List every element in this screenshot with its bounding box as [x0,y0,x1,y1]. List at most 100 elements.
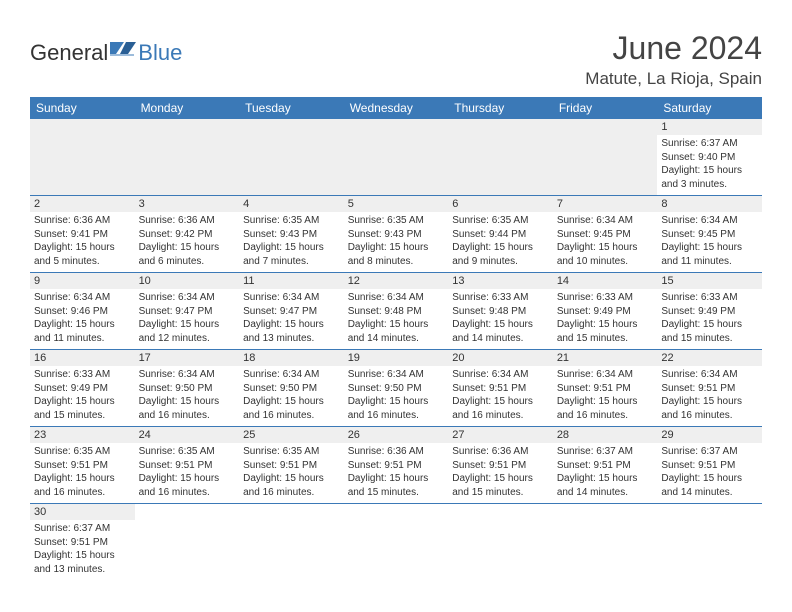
day-daylight: Daylight: 15 hours and 13 minutes. [243,318,340,345]
day-number: 26 [344,427,449,443]
day-daylight: Daylight: 15 hours and 7 minutes. [243,241,340,268]
day-sunrise: Sunrise: 6:34 AM [661,214,758,228]
day-sunrise: Sunrise: 6:33 AM [661,291,758,305]
day-sunrise: Sunrise: 6:36 AM [348,445,445,459]
day-daylight: Daylight: 15 hours and 14 minutes. [348,318,445,345]
weekday-header: Thursday [448,97,553,119]
day-daylight: Daylight: 15 hours and 14 minutes. [557,472,654,499]
day-sunset: Sunset: 9:51 PM [557,459,654,473]
day-number: 27 [448,427,553,443]
day-sunset: Sunset: 9:49 PM [661,305,758,319]
day-daylight: Daylight: 15 hours and 15 minutes. [452,472,549,499]
day-sunset: Sunset: 9:50 PM [139,382,236,396]
calendar-cell [135,119,240,196]
day-daylight: Daylight: 15 hours and 8 minutes. [348,241,445,268]
day-sunset: Sunset: 9:48 PM [452,305,549,319]
day-sunset: Sunset: 9:47 PM [139,305,236,319]
day-sunrise: Sunrise: 6:37 AM [557,445,654,459]
calendar-cell [30,119,135,196]
day-daylight: Daylight: 15 hours and 5 minutes. [34,241,131,268]
logo-text-general: General [30,40,108,66]
day-sunrise: Sunrise: 6:35 AM [452,214,549,228]
day-daylight: Daylight: 15 hours and 16 minutes. [348,395,445,422]
calendar-row: 23Sunrise: 6:35 AMSunset: 9:51 PMDayligh… [30,427,762,504]
day-sunrise: Sunrise: 6:34 AM [139,291,236,305]
day-number: 15 [657,273,762,289]
day-daylight: Daylight: 15 hours and 15 minutes. [557,318,654,345]
day-number: 1 [657,119,762,135]
weekday-header: Saturday [657,97,762,119]
day-number: 3 [135,196,240,212]
calendar-cell: 25Sunrise: 6:35 AMSunset: 9:51 PMDayligh… [239,427,344,504]
day-daylight: Daylight: 15 hours and 16 minutes. [452,395,549,422]
flag-icon [110,38,136,61]
day-daylight: Daylight: 15 hours and 16 minutes. [34,472,131,499]
calendar-cell: 7Sunrise: 6:34 AMSunset: 9:45 PMDaylight… [553,196,658,273]
month-title: June 2024 [585,30,762,67]
calendar-cell: 4Sunrise: 6:35 AMSunset: 9:43 PMDaylight… [239,196,344,273]
day-daylight: Daylight: 15 hours and 15 minutes. [348,472,445,499]
calendar-cell: 17Sunrise: 6:34 AMSunset: 9:50 PMDayligh… [135,350,240,427]
day-number: 6 [448,196,553,212]
header: General Blue June 2024 Matute, La Rioja,… [0,0,792,97]
day-sunrise: Sunrise: 6:34 AM [661,368,758,382]
day-sunrise: Sunrise: 6:34 AM [34,291,131,305]
day-number: 8 [657,196,762,212]
day-number: 7 [553,196,658,212]
day-sunrise: Sunrise: 6:34 AM [243,291,340,305]
calendar-cell: 9Sunrise: 6:34 AMSunset: 9:46 PMDaylight… [30,273,135,350]
calendar-cell: 10Sunrise: 6:34 AMSunset: 9:47 PMDayligh… [135,273,240,350]
day-sunrise: Sunrise: 6:36 AM [452,445,549,459]
weekday-header: Monday [135,97,240,119]
day-number: 24 [135,427,240,443]
day-number: 12 [344,273,449,289]
day-sunset: Sunset: 9:51 PM [661,459,758,473]
calendar-cell [239,119,344,196]
calendar-cell: 2Sunrise: 6:36 AMSunset: 9:41 PMDaylight… [30,196,135,273]
day-sunrise: Sunrise: 6:34 AM [243,368,340,382]
day-sunrise: Sunrise: 6:37 AM [661,445,758,459]
calendar-cell: 27 Sunrise: 6:36 AMSunset: 9:51 PMDayligh… [448,427,553,504]
weekday-header-row: Sunday Monday Tuesday Wednesday Thursday… [30,97,762,119]
calendar-cell [239,504,344,581]
calendar-cell: 8Sunrise: 6:34 AMSunset: 9:45 PMDaylight… [657,196,762,273]
day-sunset: Sunset: 9:46 PM [34,305,131,319]
day-number: 19 [344,350,449,366]
day-number: 13 [448,273,553,289]
calendar-cell: 26 Sunrise: 6:36 AMSunset: 9:51 PMDayligh… [344,427,449,504]
day-sunset: Sunset: 9:42 PM [139,228,236,242]
day-number: 2 [30,196,135,212]
day-daylight: Daylight: 15 hours and 14 minutes. [661,472,758,499]
calendar-cell [344,504,449,581]
day-number: 20 [448,350,553,366]
calendar-cell: 28Sunrise: 6:37 AMSunset: 9:51 PMDayligh… [553,427,658,504]
day-sunrise: Sunrise: 6:34 AM [557,368,654,382]
calendar-cell: 15 Sunrise: 6:33 AMSunset: 9:49 PMDayligh… [657,273,762,350]
calendar-cell [135,504,240,581]
day-sunset: Sunset: 9:51 PM [348,459,445,473]
day-sunset: Sunset: 9:51 PM [452,459,549,473]
day-number: 9 [30,273,135,289]
day-number: 14 [553,273,658,289]
day-sunrise: Sunrise: 6:35 AM [348,214,445,228]
calendar-cell: 6Sunrise: 6:35 AMSunset: 9:44 PMDaylight… [448,196,553,273]
day-daylight: Daylight: 15 hours and 16 minutes. [661,395,758,422]
day-sunset: Sunset: 9:51 PM [34,459,131,473]
day-daylight: Daylight: 15 hours and 14 minutes. [452,318,549,345]
day-sunrise: Sunrise: 6:34 AM [348,368,445,382]
day-sunset: Sunset: 9:49 PM [557,305,654,319]
weekday-header: Tuesday [239,97,344,119]
calendar-cell: 21Sunrise: 6:34 AMSunset: 9:51 PMDayligh… [553,350,658,427]
day-daylight: Daylight: 15 hours and 15 minutes. [661,318,758,345]
day-daylight: Daylight: 15 hours and 11 minutes. [661,241,758,268]
day-daylight: Daylight: 15 hours and 6 minutes. [139,241,236,268]
day-sunset: Sunset: 9:48 PM [348,305,445,319]
day-sunrise: Sunrise: 6:37 AM [34,522,131,536]
calendar-cell [448,504,553,581]
day-number: 30 [30,504,135,520]
day-daylight: Daylight: 15 hours and 15 minutes. [34,395,131,422]
day-number: 23 [30,427,135,443]
weekday-header: Wednesday [344,97,449,119]
day-sunset: Sunset: 9:47 PM [243,305,340,319]
day-sunset: Sunset: 9:51 PM [243,459,340,473]
